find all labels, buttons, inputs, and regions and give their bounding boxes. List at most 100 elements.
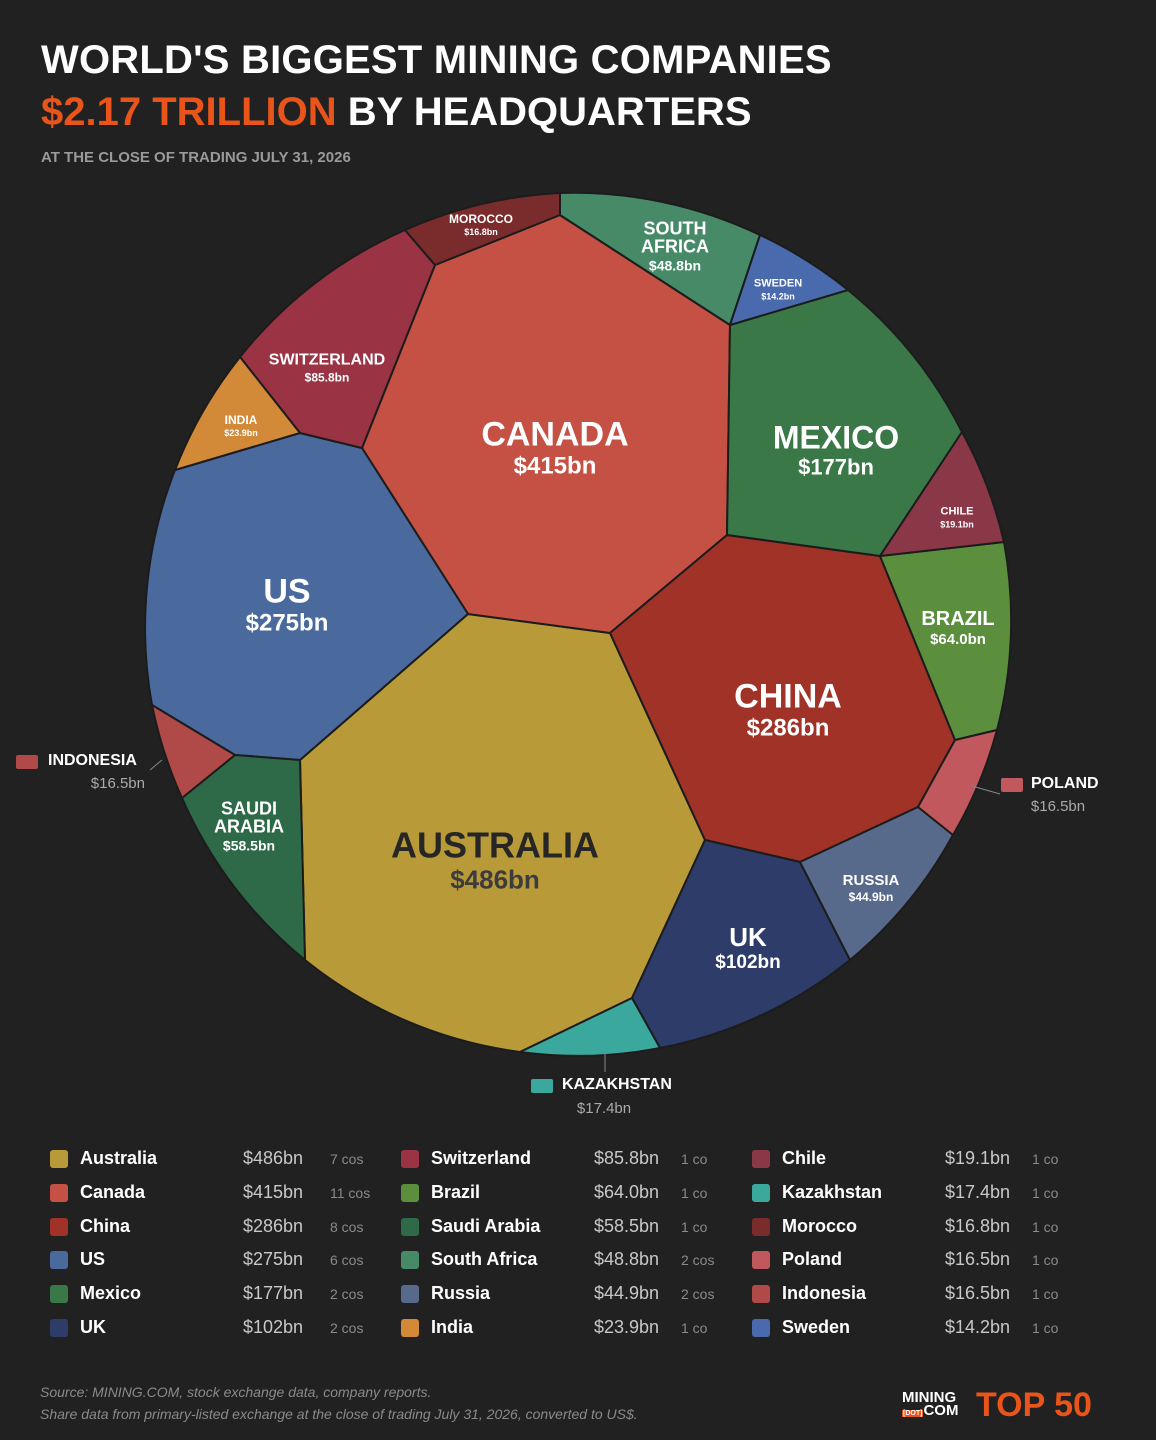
legend-count: 2 cos xyxy=(330,1286,364,1303)
country-name: Brazil xyxy=(921,608,995,630)
cell xyxy=(799,806,954,961)
legend-swatch xyxy=(401,1217,419,1236)
legend-count: 1 co xyxy=(681,1320,708,1336)
cell xyxy=(917,729,998,836)
country-name: Chile xyxy=(940,505,974,518)
legend-count: 8 cos xyxy=(330,1218,364,1235)
legend-value: $64.0bn xyxy=(594,1181,660,1202)
cell-label: Russia $44.9bn xyxy=(816,873,926,903)
cell xyxy=(729,234,849,326)
country-name: Saudi Arabia xyxy=(214,798,284,837)
cell-label: Morocco $16.8bn xyxy=(431,213,531,237)
legend-swatch xyxy=(50,1183,68,1202)
legend-swatch xyxy=(50,1285,68,1304)
country-value: $415bn xyxy=(513,452,597,480)
country-name: Russia xyxy=(842,872,900,889)
legend-name: Indonesia xyxy=(782,1283,867,1304)
legend-count: 1 co xyxy=(1032,1184,1059,1201)
legend-value: $486bn xyxy=(243,1148,304,1168)
country-name: Sweden xyxy=(753,277,803,290)
country-name: UK xyxy=(729,922,767,952)
country-value: $19.1bn xyxy=(940,519,974,530)
legend-count: 1 co xyxy=(1032,1286,1059,1303)
cell-label: Brazil $64.0bn xyxy=(898,609,1018,647)
country-name: Poland xyxy=(1031,775,1099,792)
legend-count: 1 co xyxy=(1032,1320,1059,1336)
legend-name: Switzerland xyxy=(431,1148,532,1168)
logo-com: COM xyxy=(923,1402,959,1419)
cell-label: US $275bn xyxy=(187,575,387,636)
legend-swatch xyxy=(50,1251,68,1270)
legend-value: $14.2bn xyxy=(945,1317,1011,1337)
legend-count: 7 cos xyxy=(330,1151,364,1167)
legend-count: 2 cos xyxy=(681,1252,715,1269)
title: WORLD'S BIGGEST MINING COMPANIES xyxy=(41,38,832,82)
legend-value: $23.9bn xyxy=(594,1317,660,1337)
legend-value: $275bn xyxy=(243,1249,304,1270)
legend-value: $44.9bn xyxy=(594,1283,660,1304)
logo-dot: [DOT] xyxy=(902,1410,924,1417)
logo: MINING [DOT]COM xyxy=(902,1389,959,1420)
legend-name: Australia xyxy=(80,1148,158,1168)
legend-count: 1 co xyxy=(681,1151,708,1167)
note: AT THE CLOSE OF TRADING JULY 31, 2026 xyxy=(41,149,351,166)
country-value: $44.9bn xyxy=(848,890,894,904)
legend-name: Chile xyxy=(782,1148,827,1168)
country-name: South Africa xyxy=(641,218,709,257)
logo-top: MINING xyxy=(902,1389,957,1406)
cell-label: China $286bn xyxy=(668,680,908,741)
subtitle-line: $2.17 TRILLION BY HEADQUARTERS xyxy=(41,90,752,135)
legend-swatch xyxy=(752,1150,770,1168)
cell xyxy=(144,432,469,761)
legend-swatch xyxy=(401,1319,419,1337)
country-value: $286bn xyxy=(746,714,830,742)
legend-swatch xyxy=(401,1150,419,1168)
legend-swatch xyxy=(401,1183,419,1202)
legend-swatch xyxy=(50,1150,68,1168)
legend-value: $16.5bn xyxy=(945,1283,1011,1304)
total-highlight: $2.17 TRILLION xyxy=(41,90,337,134)
cell-label: Saudi Arabia $58.5bn xyxy=(194,800,304,853)
cell-label: Canada $415bn xyxy=(425,418,685,479)
legend-swatch xyxy=(401,1251,419,1270)
legend-name: India xyxy=(431,1317,474,1337)
legend-swatch xyxy=(752,1217,770,1236)
country-name: India xyxy=(224,413,258,427)
legend-name: China xyxy=(80,1215,131,1236)
flag xyxy=(1001,778,1023,792)
legend-count: 1 co xyxy=(1032,1151,1059,1167)
country-name: Morocco xyxy=(449,212,513,226)
country-value: $23.9bn xyxy=(224,428,258,438)
cell-label: India $23.9bn xyxy=(201,414,281,438)
leader-line xyxy=(149,759,163,771)
legend-name: Brazil xyxy=(431,1181,481,1202)
legend-swatch xyxy=(752,1251,770,1270)
legend-name: Kazakhstan xyxy=(782,1181,883,1202)
cell xyxy=(519,997,661,1057)
legend-swatch xyxy=(752,1319,770,1337)
country-value: $177bn xyxy=(798,454,874,480)
cell xyxy=(879,431,1005,557)
country-name: Mexico xyxy=(772,419,900,456)
source: Share data from primary-listed exchange … xyxy=(40,1406,638,1422)
legend-name: US xyxy=(80,1249,106,1270)
legend-name: Morocco xyxy=(782,1215,858,1236)
legend-name: Poland xyxy=(782,1249,843,1270)
legend-swatch xyxy=(752,1285,770,1304)
country-value: $102bn xyxy=(715,952,781,973)
country-name: Canada xyxy=(481,415,629,454)
country-value: $486bn xyxy=(450,864,540,895)
legend-value: $286bn xyxy=(243,1215,304,1236)
legend-value: $48.8bn xyxy=(594,1249,660,1270)
legend-name: Russia xyxy=(431,1283,491,1304)
legend-count: 6 cos xyxy=(330,1252,364,1269)
legend-value: $58.5bn xyxy=(594,1215,660,1236)
country-value: $14.2bn xyxy=(761,291,795,302)
country-name: Kazakhstan xyxy=(562,1076,672,1093)
country-name: Switzerland xyxy=(268,351,386,369)
flag xyxy=(16,755,38,769)
cell-label: Mexico $177bn xyxy=(736,422,936,479)
legend-value: $102bn xyxy=(243,1317,304,1337)
